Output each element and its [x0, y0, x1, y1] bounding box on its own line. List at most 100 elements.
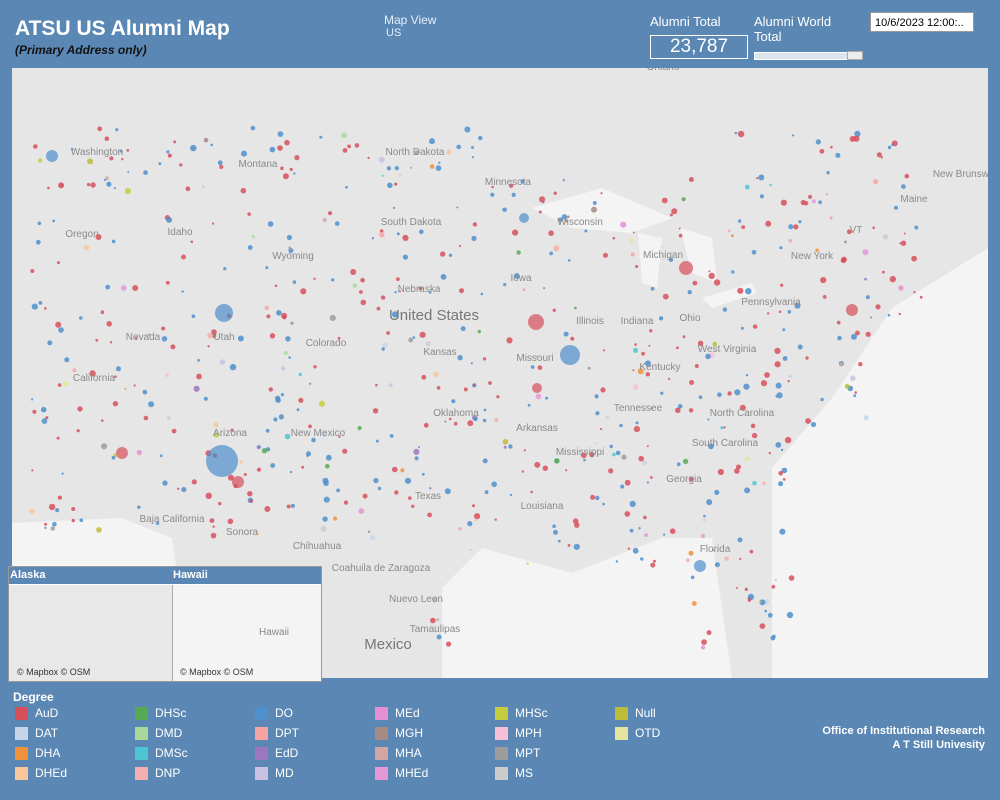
alumni-dot — [629, 500, 636, 507]
alumni-dot — [737, 537, 743, 543]
map-label: Colorado — [306, 338, 347, 349]
alumni-dot — [132, 285, 139, 291]
alumni-dot — [913, 291, 916, 294]
alumni-dot — [44, 526, 47, 530]
alumni-dot — [288, 246, 292, 250]
alumni-dot — [120, 285, 127, 291]
legend-swatch — [135, 746, 148, 760]
map-label: Michigan — [643, 250, 683, 261]
slider-knob[interactable] — [847, 51, 863, 60]
legend-label: Null — [635, 706, 656, 720]
alumni-dot — [292, 280, 297, 284]
alumni-dot — [394, 182, 398, 186]
alumni-dot — [778, 310, 782, 314]
alumni-dot — [705, 353, 711, 360]
alumni-dot — [774, 579, 777, 582]
alumni-dot — [858, 362, 863, 367]
alumni-dot — [779, 246, 783, 250]
alumni-dot — [113, 187, 116, 190]
alumni-dot — [650, 286, 655, 291]
alumni-dot — [645, 372, 650, 377]
legend-label: MD — [275, 766, 294, 780]
alumni-dot — [294, 155, 300, 161]
alumni-dot — [264, 305, 269, 310]
alumni-dot — [408, 496, 412, 500]
legend-item: DO — [255, 706, 293, 720]
alumni-dot — [373, 477, 379, 484]
map-view-value[interactable]: US — [386, 27, 402, 39]
alumni-dot — [126, 149, 130, 152]
alumni-dot — [47, 340, 53, 346]
alumni-dot — [644, 533, 649, 538]
alumni-dot — [488, 381, 492, 385]
alumni-dot — [135, 337, 138, 340]
alumni-dot — [57, 383, 62, 387]
alumni-dot — [584, 229, 588, 233]
alumni-dot — [427, 512, 432, 518]
alumni-dot — [213, 422, 219, 428]
alumni-dot — [615, 450, 621, 456]
alumni-dot — [413, 448, 420, 455]
alumni-dot — [166, 416, 171, 420]
alumni-dot — [805, 418, 811, 424]
alumni-dot — [863, 415, 869, 421]
alumni-dot — [775, 382, 782, 389]
alumni-dot — [788, 239, 793, 243]
alumni-dot — [787, 310, 792, 314]
alumni-dot — [538, 210, 542, 214]
legend-swatch — [375, 726, 388, 740]
alumni-dot — [166, 216, 173, 223]
alumni-dot — [112, 401, 119, 407]
inset-title: Alaska — [10, 569, 46, 581]
alumni-dot — [620, 484, 625, 489]
legend-swatch — [135, 706, 148, 720]
lake — [680, 228, 717, 283]
alumni-dot — [379, 229, 384, 233]
legend-label: MS — [515, 766, 533, 780]
alumni-dot — [635, 265, 639, 268]
alumni-dot — [31, 303, 38, 310]
alumni-dot — [870, 316, 873, 319]
alumni-dot — [467, 521, 473, 527]
alumni-dot — [836, 320, 841, 325]
title: ATSU US Alumni Map — [15, 17, 230, 40]
legend-item: DMSc — [135, 746, 188, 760]
alumni-dot — [95, 338, 99, 342]
alumni-dot — [265, 428, 270, 433]
alumni-dot — [133, 384, 136, 387]
alumni-dot — [425, 341, 431, 347]
alumni-dot — [676, 346, 679, 350]
alumni-dot — [166, 150, 170, 154]
alumni-dot — [381, 347, 385, 351]
alumni-dot — [678, 227, 681, 230]
date-field[interactable]: 10/6/2023 12:00:.. — [870, 12, 974, 32]
map-label: Maine — [900, 194, 928, 205]
alumni-dot — [300, 288, 307, 295]
alumni-dot — [52, 219, 56, 223]
alumni-dot — [433, 371, 439, 378]
alumni-dot — [432, 597, 438, 603]
alumni-dot — [632, 547, 639, 554]
slider[interactable] — [754, 52, 848, 60]
alumni-dot — [336, 488, 340, 493]
alumni-dot — [190, 240, 194, 244]
alumni-dot — [629, 528, 634, 533]
alumni-dot — [400, 468, 405, 473]
alumni-dot — [771, 584, 776, 589]
alumni-dot — [766, 312, 770, 315]
alumni-dot — [436, 618, 440, 622]
legend-label: DMSc — [155, 746, 188, 760]
alumni-dot — [273, 417, 278, 422]
alumni-dot — [203, 396, 208, 401]
alumni-dot — [313, 365, 317, 369]
alumni-dot — [482, 458, 488, 464]
alumni-dot — [491, 185, 494, 189]
alumni-dot — [494, 417, 499, 423]
alumni-dot — [278, 414, 284, 420]
map-label: New York — [791, 251, 834, 262]
alumni-dot — [516, 250, 521, 255]
legend-item: Null — [615, 706, 656, 720]
alumni-dot — [448, 417, 452, 421]
alumni-dot — [394, 166, 399, 171]
alumni-dot — [267, 221, 274, 227]
